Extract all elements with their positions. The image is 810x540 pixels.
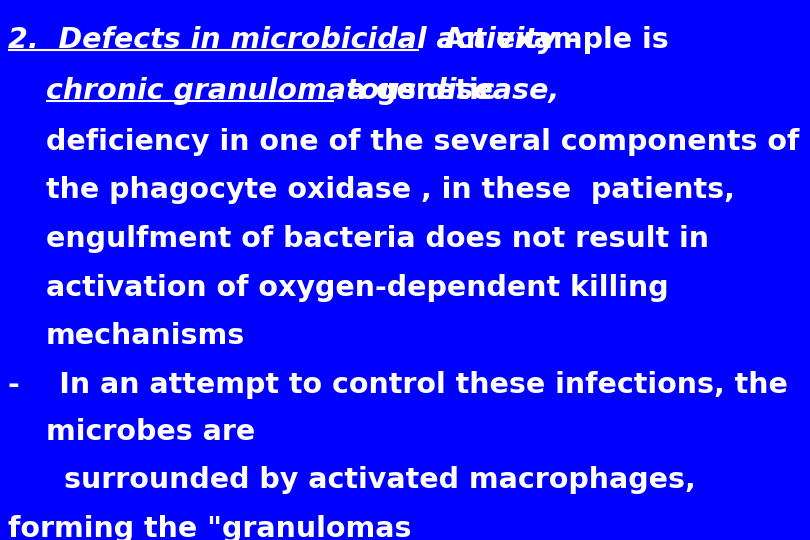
Text: the phagocyte oxidase , in these  patients,: the phagocyte oxidase , in these patient…: [46, 176, 735, 204]
Text: a genetic: a genetic: [337, 77, 496, 105]
Text: activation of oxygen-dependent killing: activation of oxygen-dependent killing: [46, 274, 668, 302]
Text: surrounded by activated macrophages,: surrounded by activated macrophages,: [64, 466, 696, 494]
Text: mechanisms: mechanisms: [46, 322, 245, 350]
Text: An example is: An example is: [424, 26, 668, 54]
Text: engulfment of bacteria does not result in: engulfment of bacteria does not result i…: [46, 225, 709, 253]
Text: microbes are: microbes are: [46, 418, 255, 446]
Text: 2.  Defects in microbicidal activity -: 2. Defects in microbicidal activity -: [8, 26, 589, 54]
Text: chronic granulomatous disease,: chronic granulomatous disease,: [46, 77, 560, 105]
Text: forming the "granulomas: forming the "granulomas: [8, 515, 411, 540]
Text: -    In an attempt to control these infections, the: - In an attempt to control these infecti…: [8, 372, 788, 400]
Text: deficiency in one of the several components of: deficiency in one of the several compone…: [46, 127, 799, 156]
